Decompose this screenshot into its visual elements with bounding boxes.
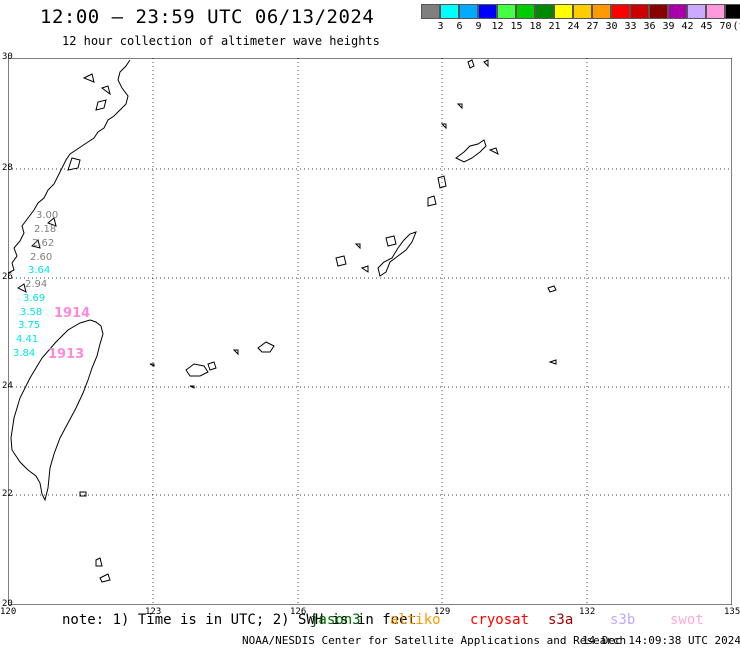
legend-swatch (535, 4, 554, 19)
legend-swatch (687, 4, 706, 19)
satellite-legend-swot: swot (670, 612, 704, 628)
wave-height-label: 3.84 (13, 348, 35, 359)
longitude-tick: 135 (724, 607, 740, 617)
legend-label: 27 (586, 21, 599, 32)
legend-label: (ft) (732, 21, 740, 32)
legend-label: 70 (719, 21, 732, 32)
longitude-tick: 120 (0, 607, 17, 617)
pass-time-label: 1913 (48, 347, 84, 362)
legend-swatch (459, 4, 478, 19)
china-coastline (8, 59, 131, 274)
wave-height-label: 2.60 (30, 252, 52, 263)
color-legend (421, 4, 740, 19)
legend-swatch (725, 4, 740, 19)
wave-height-map: 3.00 2.18 2.62 2.60 3.64 2.94 3.69 3.58 3.75 4.41… (8, 58, 732, 605)
legend-swatch (478, 4, 497, 19)
longitude-tick: 126 (290, 607, 307, 617)
longitude-tick: 123 (145, 607, 162, 617)
legend-label: 18 (529, 21, 542, 32)
legend-label: 21 (548, 21, 561, 32)
lat-lon-grid (8, 58, 732, 605)
legend-swatch (668, 4, 687, 19)
legend-swatch (497, 4, 516, 19)
legend-label: 30 (605, 21, 618, 32)
map-subtitle: 12 hour collection of altimeter wave hei… (62, 34, 380, 48)
wave-height-label: 2.94 (25, 279, 47, 290)
wave-height-label: 3.69 (23, 293, 45, 304)
latitude-tick: 26 (2, 272, 13, 282)
legend-swatch (516, 4, 535, 19)
legend-label: 6 (456, 21, 463, 32)
legend-swatch (592, 4, 611, 19)
miyako-island (257, 341, 275, 353)
legend-label: 3 (437, 21, 444, 32)
latitude-tick: 20 (2, 599, 13, 609)
satellite-legend-jason3: jason3 (310, 612, 361, 628)
map-frame (8, 58, 732, 605)
wave-observations: 3.00 2.18 2.62 2.60 3.64 2.94 3.69 3.58 3.75 4.41… (13, 210, 90, 362)
coastlines (8, 59, 557, 583)
latitude-tick: 22 (2, 489, 13, 499)
longitude-tick: 129 (434, 607, 451, 617)
map-title: 12:00 – 23:59 UTC 06/13/2024 (40, 6, 375, 28)
legend-swatch (573, 4, 592, 19)
longitude-tick: 132 (579, 607, 596, 617)
legend-label: 9 (475, 21, 482, 32)
latitude-tick: 24 (2, 381, 13, 391)
satellite-legend-s3b: s3b (610, 612, 636, 628)
taiwan-coastline (10, 319, 104, 502)
generated-timestamp: 14 Dec 14:09:38 UTC 2024 (582, 634, 740, 647)
wave-height-label: 3.00 (36, 210, 58, 221)
wave-height-label: 3.58 (20, 307, 42, 318)
legend-swatch (706, 4, 725, 19)
satellite-legend-cryosat: cryosat (470, 612, 530, 628)
source-credit: NOAA/NESDIS Center for Satellite Applica… (242, 634, 627, 647)
legend-swatch (611, 4, 630, 19)
legend-label: 24 (567, 21, 580, 32)
amami-island (455, 139, 487, 163)
wave-height-label: 3.64 (28, 265, 50, 276)
legend-swatch (554, 4, 573, 19)
wave-height-label: 2.18 (34, 224, 56, 235)
legend-label: 36 (643, 21, 656, 32)
legend-label: 45 (700, 21, 713, 32)
wave-height-label: 4.41 (16, 334, 38, 345)
legend-swatch (649, 4, 668, 19)
legend-swatch (421, 4, 440, 19)
satellite-legend-s3a: s3a (548, 612, 574, 628)
legend-label: 42 (681, 21, 694, 32)
units-note: note: 1) Time is in UTC; 2) SWH is in fe… (62, 612, 417, 628)
legend-label: 39 (662, 21, 675, 32)
satellite-legend-altiko: altiko (390, 612, 441, 628)
latitude-tick: 30 (2, 52, 13, 62)
legend-swatch (440, 4, 459, 19)
legend-label: 12 (491, 21, 504, 32)
legend-label: 15 (510, 21, 523, 32)
okinawa-island (377, 231, 417, 277)
latitude-tick: 28 (2, 163, 13, 173)
legend-label: 33 (624, 21, 637, 32)
ishigaki-island (185, 363, 209, 377)
pass-time-label: 1914 (54, 306, 90, 321)
wave-height-label: 3.75 (18, 320, 40, 331)
wave-height-label: 2.62 (32, 238, 54, 249)
legend-swatch (630, 4, 649, 19)
